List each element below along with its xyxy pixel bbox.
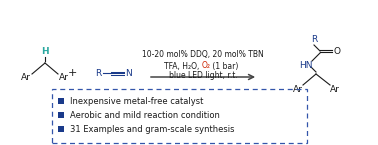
Bar [58, 126, 64, 132]
Text: 31 Examples and gram-scale synthesis: 31 Examples and gram-scale synthesis [70, 125, 234, 134]
Text: TFA, H₂O,: TFA, H₂O, [164, 61, 202, 70]
Text: Ar: Ar [21, 74, 31, 83]
Text: R: R [95, 68, 101, 77]
Text: Aerobic and mild reaction condition: Aerobic and mild reaction condition [70, 110, 220, 119]
Bar [58, 98, 64, 104]
Text: O₂: O₂ [202, 61, 211, 70]
Text: O: O [333, 47, 341, 56]
Bar [52, 89, 307, 143]
Text: Ar: Ar [330, 85, 340, 94]
Text: R: R [311, 35, 317, 44]
Text: N: N [125, 68, 132, 77]
Text: Inexpensive metal-free catalyst: Inexpensive metal-free catalyst [70, 97, 203, 106]
Text: +: + [67, 68, 77, 78]
Text: Ar: Ar [293, 85, 303, 94]
Text: HN: HN [299, 60, 313, 69]
Text: blue LED light, r.t.: blue LED light, r.t. [169, 71, 237, 80]
Text: (1 bar): (1 bar) [210, 61, 239, 70]
Text: Ar: Ar [59, 74, 69, 83]
Bar [58, 112, 64, 118]
Text: 10-20 mol% DDQ, 20 mol% TBN: 10-20 mol% DDQ, 20 mol% TBN [142, 50, 264, 59]
Text: H: H [41, 47, 49, 56]
